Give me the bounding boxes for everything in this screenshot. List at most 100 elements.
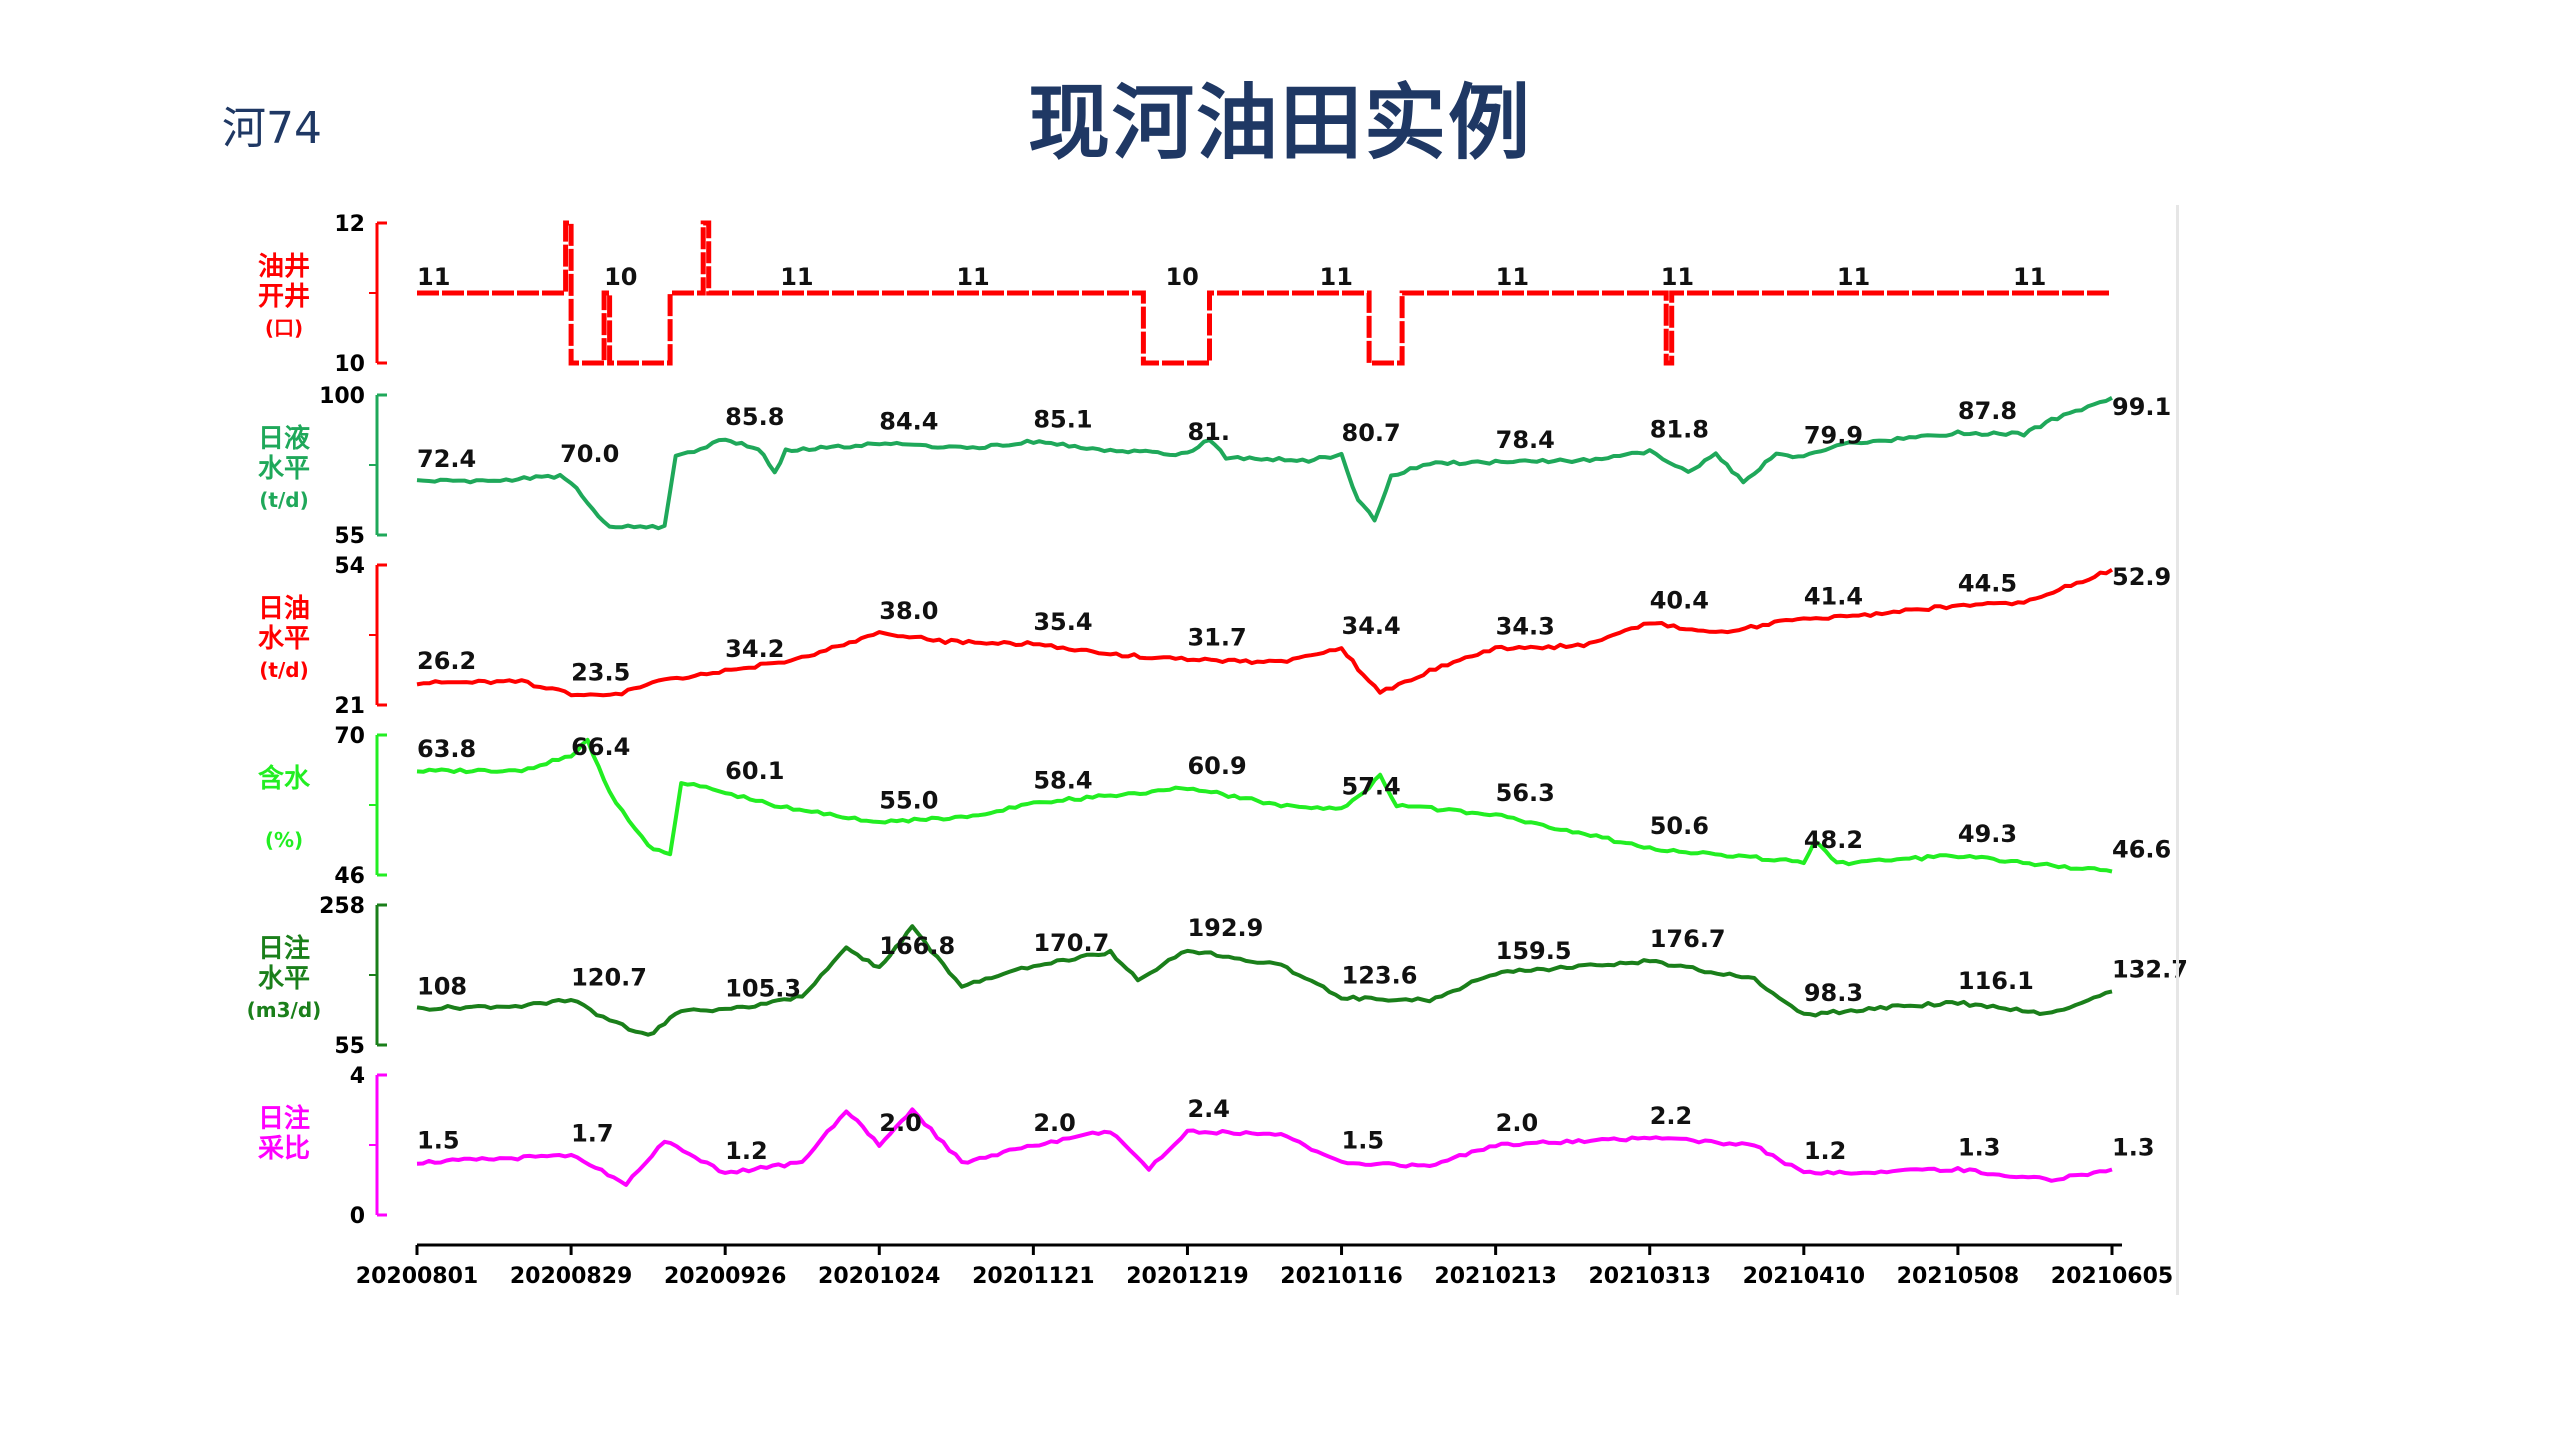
x-tick-label: 20210508 [1897,1264,2019,1289]
x-tick-label: 20200801 [356,1264,478,1289]
data-label: 192.9 [1187,914,1263,942]
panel-label-line: 日油 [258,594,310,624]
panel-label-line: 含水 [258,763,311,794]
data-label: 34.4 [1342,612,1401,640]
data-label: 34.2 [725,635,784,663]
data-label: 66.4 [571,733,630,761]
data-label: 31.7 [1187,624,1246,652]
data-label: 1.5 [1342,1127,1385,1155]
data-label: 1.7 [571,1120,614,1148]
data-label: 11 [1320,263,1353,291]
data-label: 108 [417,972,467,1000]
x-tick-label: 20210213 [1434,1264,1556,1289]
series-line-wells [417,220,2112,366]
data-label: 44.5 [1958,569,2017,597]
data-label: 11 [956,263,989,291]
data-label: 1.3 [1958,1134,2001,1162]
data-label: 105.3 [725,974,801,1002]
data-label: 132.7 [2112,955,2188,983]
data-label: 11 [1496,263,1529,291]
data-label: 1.5 [417,1127,460,1155]
data-label: 11 [1837,263,1870,291]
panel-label-line: (口) [265,316,303,340]
data-label: 60.1 [725,757,784,785]
data-label: 52.9 [2112,563,2171,591]
data-label: 85.8 [725,403,784,431]
y-tick-label: 70 [334,724,365,749]
data-label: 50.6 [1650,812,1709,840]
x-tick-label: 20201219 [1126,1264,1248,1289]
data-label: 170.7 [1033,929,1109,957]
y-tick-label: 12 [334,212,365,237]
panel-label-line: 开井 [258,282,310,312]
panel-label-line: 日注 [258,933,310,964]
data-label: 40.4 [1650,587,1709,615]
data-label: 11 [1661,263,1694,291]
slide-title: 现河油田实例 [1027,76,1532,171]
data-label: 2.0 [1496,1109,1539,1137]
x-tick-label: 20210116 [1280,1264,1402,1289]
panel-label-line: (%) [265,828,303,852]
panel-label-line: (t/d) [259,658,308,682]
panel-label-line: 水平 [258,964,310,994]
x-tick-label: 20200926 [664,1264,786,1289]
data-label: 2.0 [879,1109,922,1137]
data-label: 79.9 [1804,422,1863,450]
y-tick-label: 100 [319,384,365,409]
y-tick-label: 46 [334,864,365,889]
series-line-ratio [416,1107,2113,1187]
y-tick-label: 0 [350,1204,365,1229]
data-label: 60.9 [1187,752,1246,780]
data-label: 41.4 [1804,582,1863,610]
series-line-water_cut [416,737,2113,874]
slide-label: 河74 [222,103,322,154]
y-tick-label: 10 [334,352,365,377]
panel-label-line: 油井 [258,252,310,282]
data-label: 166.8 [879,932,955,960]
data-label: 10 [1165,263,1198,291]
data-label: 87.8 [1958,397,2017,425]
data-label: 38.0 [879,597,938,625]
data-label: 11 [417,263,450,291]
x-tick-label: 20201024 [818,1264,940,1289]
data-label: 80.7 [1342,419,1401,447]
data-label: 35.4 [1033,608,1092,636]
y-tick-label: 21 [334,694,365,719]
panel-label-line: 水平 [258,624,310,654]
data-label: 72.4 [417,445,476,473]
series-line-oil [416,567,2114,698]
data-label: 123.6 [1342,962,1418,990]
panel-label-line: 日液 [258,424,310,454]
series-line-liquid [416,396,2113,531]
panel-label-line: (m3/d) [247,998,322,1022]
x-tick-label: 20200829 [510,1264,632,1289]
data-label: 63.8 [417,735,476,763]
data-label: 11 [2013,263,2046,291]
data-label: 84.4 [879,408,938,436]
data-label: 55.0 [879,787,938,815]
y-tick-label: 54 [334,554,365,579]
data-label: 1.2 [1804,1137,1847,1165]
data-label: 81. [1187,418,1230,446]
data-label: 2.4 [1187,1095,1230,1123]
figure-right-border [2176,205,2179,1295]
y-tick-label: 55 [334,1034,365,1059]
data-label: 48.2 [1804,826,1863,854]
data-label: 2.0 [1033,1109,1076,1137]
panel-label-line: 采比 [258,1134,310,1164]
data-label: 56.3 [1496,779,1555,807]
data-label: 1.3 [2112,1134,2155,1162]
data-label: 34.3 [1496,613,1555,641]
data-label: 49.3 [1958,820,2017,848]
data-label: 58.4 [1033,767,1092,795]
data-label: 23.5 [571,658,630,686]
data-label: 46.6 [2112,836,2171,864]
data-label: 70.0 [560,440,619,468]
panel-label-line: 日注 [258,1103,310,1134]
data-label: 78.4 [1496,426,1555,454]
data-label: 85.1 [1033,405,1092,433]
data-label: 1.2 [725,1137,768,1165]
data-label: 11 [780,263,813,291]
data-label: 176.7 [1650,925,1726,953]
